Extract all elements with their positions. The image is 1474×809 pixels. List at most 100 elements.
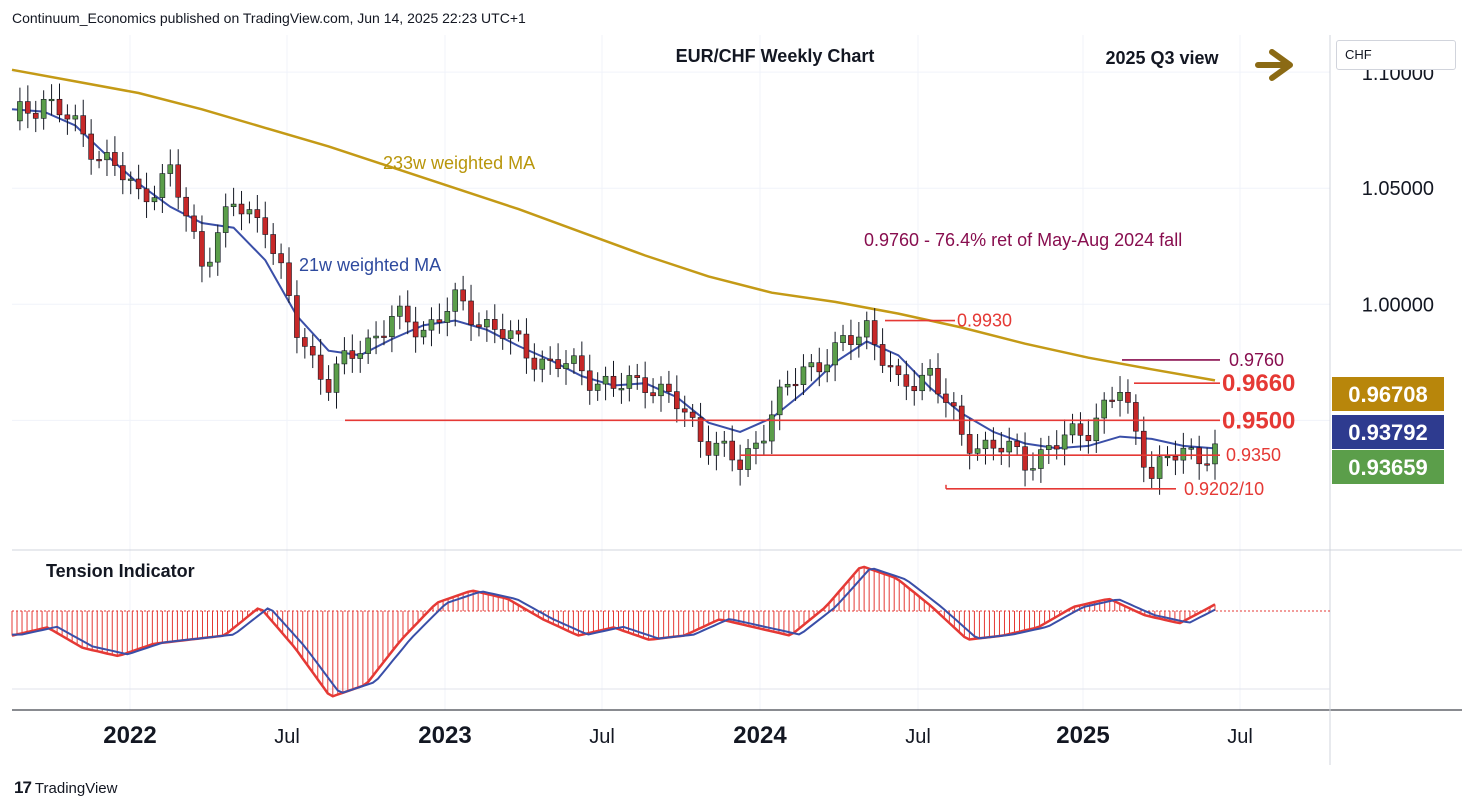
candle-body	[238, 203, 245, 215]
candle-body	[594, 383, 601, 391]
candle-body	[555, 359, 561, 370]
candle-body	[610, 375, 617, 389]
candle-body	[539, 358, 546, 370]
publisher-line: Continuum_Economics published on Trading…	[12, 10, 526, 26]
candle-body	[705, 441, 712, 456]
candle-body	[381, 335, 387, 338]
candle-body	[491, 319, 498, 330]
price-label-box	[1332, 415, 1444, 449]
candle-body	[990, 439, 997, 449]
candle-body	[1077, 423, 1084, 436]
candle-body	[808, 362, 815, 368]
candle-body	[586, 370, 593, 391]
candle-body	[468, 300, 474, 326]
candle-body	[650, 392, 656, 397]
tradingview-brand: TradingView	[34, 779, 118, 797]
y-tick-label: 1.00000	[1362, 294, 1434, 316]
candle-body	[72, 115, 79, 120]
candle-body	[618, 388, 625, 391]
candle-body	[412, 321, 419, 338]
candle-body	[721, 440, 728, 444]
candle-body	[689, 411, 696, 418]
candle-body	[333, 363, 340, 393]
candle-body	[974, 448, 981, 454]
level-label: 0.9500	[1222, 407, 1295, 434]
candle-body	[1212, 443, 1218, 465]
tradingview-footer[interactable]: 17 TradingView	[14, 778, 117, 798]
candle-body	[499, 329, 506, 339]
candle-body	[349, 350, 356, 359]
candle-body	[404, 305, 411, 323]
candle-body	[1022, 446, 1028, 471]
candle-body	[729, 440, 736, 461]
candle-body	[389, 316, 395, 338]
candle-body	[737, 459, 743, 470]
candle-body	[903, 374, 910, 387]
candle-body	[982, 439, 989, 450]
candle-body	[262, 217, 269, 235]
candle-body	[357, 353, 364, 359]
candle-body	[88, 133, 94, 160]
candle-body	[159, 173, 166, 198]
candle-body	[951, 402, 957, 407]
candle-body	[1093, 417, 1100, 442]
candle-body	[507, 330, 514, 339]
candle-body	[1006, 440, 1013, 453]
x-tick-label: 2023	[418, 722, 471, 749]
candle-body	[112, 152, 118, 166]
level-label: 0.9930	[957, 311, 1012, 331]
candle-body	[879, 344, 886, 366]
candle-body	[127, 178, 134, 181]
view-label: 2025 Q3 view	[1105, 48, 1219, 68]
candle-body	[871, 320, 878, 345]
candle-body	[230, 203, 237, 208]
candle-body	[302, 337, 308, 347]
candle-body	[317, 354, 324, 380]
x-tick-label: 2024	[733, 722, 787, 749]
ma-233w-line	[11, 68, 1216, 382]
candle-body	[800, 366, 807, 385]
candle-body	[523, 333, 530, 359]
candle-body	[713, 442, 720, 456]
candle-body	[199, 231, 205, 267]
candle-body	[452, 289, 459, 312]
currency-selector[interactable]: CHF	[1336, 40, 1456, 70]
candle-body	[927, 368, 933, 376]
candle-body	[40, 99, 47, 119]
candle-body	[420, 329, 427, 338]
candle-body	[191, 215, 197, 232]
candle-body	[579, 355, 585, 372]
candle-body	[642, 377, 648, 393]
candle-body	[1045, 445, 1052, 450]
candle-body	[428, 319, 435, 331]
candle-body	[998, 447, 1005, 453]
candle-body	[294, 295, 300, 338]
candle-body	[515, 330, 522, 335]
candle-body	[1085, 435, 1092, 442]
candle-body	[1069, 423, 1076, 436]
candle-body	[80, 115, 87, 135]
candle-body	[895, 365, 902, 375]
candle-body	[325, 379, 332, 393]
candle-body	[745, 448, 751, 470]
candle-body	[167, 164, 174, 174]
candle-body	[887, 365, 894, 368]
candle-body	[681, 408, 688, 413]
price-label: 0.93659	[1348, 455, 1428, 480]
price-label-box	[1332, 377, 1444, 411]
y-tick-label-partial: 1.10000	[1362, 63, 1434, 85]
price-label: 0.96708	[1348, 382, 1428, 407]
candle-body	[1030, 468, 1036, 471]
candle-body	[151, 197, 158, 203]
candle-body	[444, 311, 451, 323]
candle-body	[48, 98, 55, 102]
candle-body	[935, 368, 941, 395]
candle-body	[183, 196, 189, 217]
tension-indicator-title: Tension Indicator	[46, 561, 195, 581]
candle-body	[32, 112, 39, 119]
candle-body	[776, 386, 783, 416]
candle-body	[56, 98, 63, 116]
annotation-label: 21w weighted MA	[299, 255, 441, 275]
price-label-box	[1332, 450, 1444, 484]
candle-body	[1125, 392, 1131, 403]
